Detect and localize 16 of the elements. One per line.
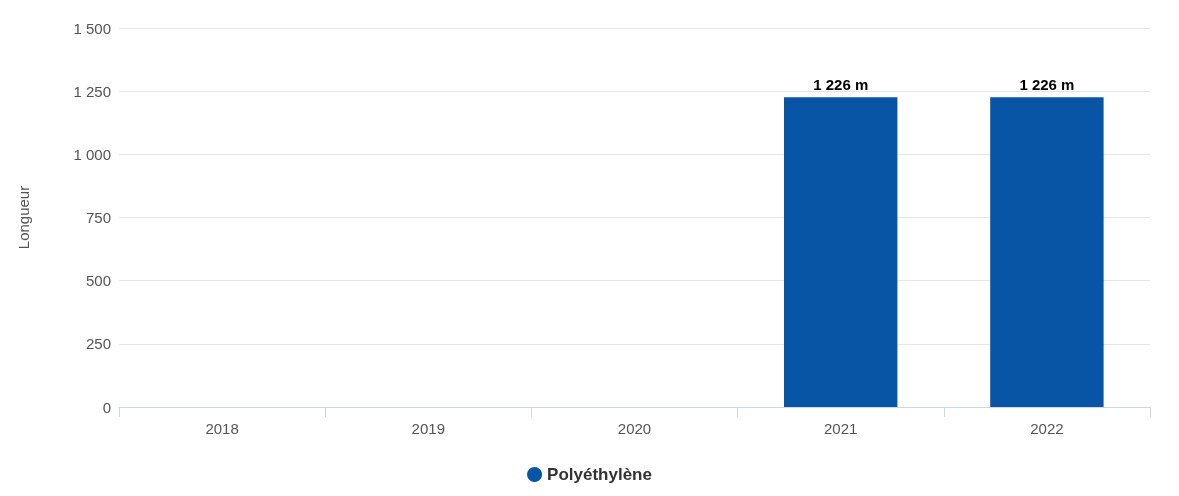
- data-label: 1 226 m: [813, 76, 869, 94]
- y-tick-label: 1 500: [73, 19, 111, 37]
- y-axis-title: Longueur: [15, 185, 32, 250]
- y-tick-label: 750: [85, 209, 111, 226]
- legend-label: Polyéthylène: [547, 465, 652, 484]
- x-tick-label: 2018: [205, 420, 239, 437]
- y-tick-label: 500: [85, 272, 111, 290]
- x-tick-label: 2021: [824, 420, 858, 437]
- x-tick-label: 2022: [1030, 420, 1064, 437]
- y-tick-label: 250: [85, 335, 111, 353]
- x-tick-label: 2020: [617, 420, 652, 437]
- y-tick-label: 1 250: [73, 82, 111, 100]
- x-tick-label: 2019: [411, 420, 445, 437]
- data-label: 1 226 m: [1019, 76, 1075, 94]
- y-tick-label: 0: [102, 398, 111, 416]
- y-tick-label: 1 000: [73, 145, 111, 163]
